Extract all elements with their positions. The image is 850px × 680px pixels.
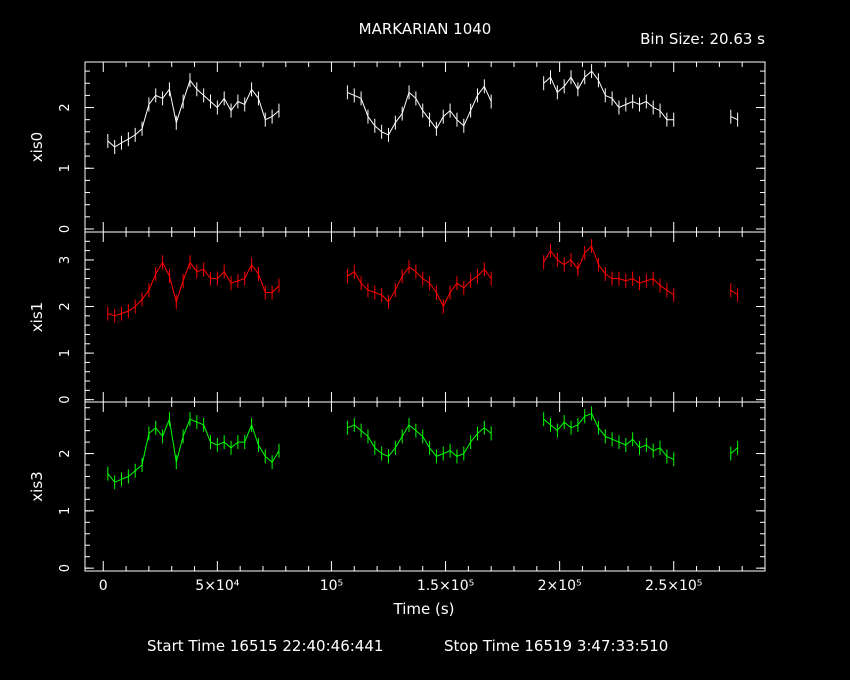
bin-size-label: Bin Size: 20.63 s xyxy=(640,30,765,48)
series-line-xis3 xyxy=(347,424,492,458)
series-line-xis0 xyxy=(543,70,674,121)
y-tick-label: 0 xyxy=(58,396,73,404)
y-tick-label: 2 xyxy=(58,103,73,111)
series-line-xis3 xyxy=(107,417,280,483)
x-tick-label: 10⁵ xyxy=(320,578,343,594)
panel-ylabel-xis1: xis1 xyxy=(28,302,46,332)
series-line-xis1 xyxy=(347,266,492,308)
series-line-xis3 xyxy=(543,412,674,460)
x-tick-label: 2.5×10⁵ xyxy=(645,578,702,594)
x-tick-label: 2×10⁵ xyxy=(538,578,582,594)
panel-ylabel-xis0: xis0 xyxy=(28,132,46,162)
chart-title: MARKARIAN 1040 xyxy=(359,20,492,38)
y-tick-label: 1 xyxy=(58,349,73,357)
panels-group: 0 1 2 xis0 0 1 2 3 xis1 0 1 2 xis3 0 5×10⁴ 10⁵ 1.5×10⁵ 2×… xyxy=(28,61,766,594)
x-tick-label: 0 xyxy=(99,578,108,594)
y-tick-label: 2 xyxy=(58,449,73,457)
series-line-xis0 xyxy=(107,79,280,148)
panel-frame-xis3 xyxy=(84,401,766,572)
panel-frame-xis1 xyxy=(84,231,766,403)
panel-ylabel-xis3: xis3 xyxy=(28,471,46,501)
y-tick-label: 2 xyxy=(58,302,73,310)
series-line-xis0 xyxy=(730,116,738,121)
panel-frame-xis0 xyxy=(84,61,766,233)
x-tick-label: 5×10⁴ xyxy=(195,578,239,594)
series-line-xis3 xyxy=(730,447,738,454)
x-axis-label: Time (s) xyxy=(393,600,455,618)
y-tick-label: 1 xyxy=(58,164,73,172)
y-tick-label: 3 xyxy=(58,256,73,264)
stop-time-label: Stop Time 16519 3:47:33:510 xyxy=(444,637,668,655)
y-tick-label: 0 xyxy=(58,225,73,233)
series-line-xis1 xyxy=(730,289,738,296)
series-line-xis1 xyxy=(543,245,674,296)
x-tick-label: 1.5×10⁵ xyxy=(417,578,474,594)
series-line-xis1 xyxy=(107,261,280,317)
series-line-xis0 xyxy=(347,85,492,136)
y-tick-label: 1 xyxy=(58,507,73,515)
y-tick-label: 0 xyxy=(58,564,73,572)
start-time-label: Start Time 16515 22:40:46:441 xyxy=(147,637,383,655)
